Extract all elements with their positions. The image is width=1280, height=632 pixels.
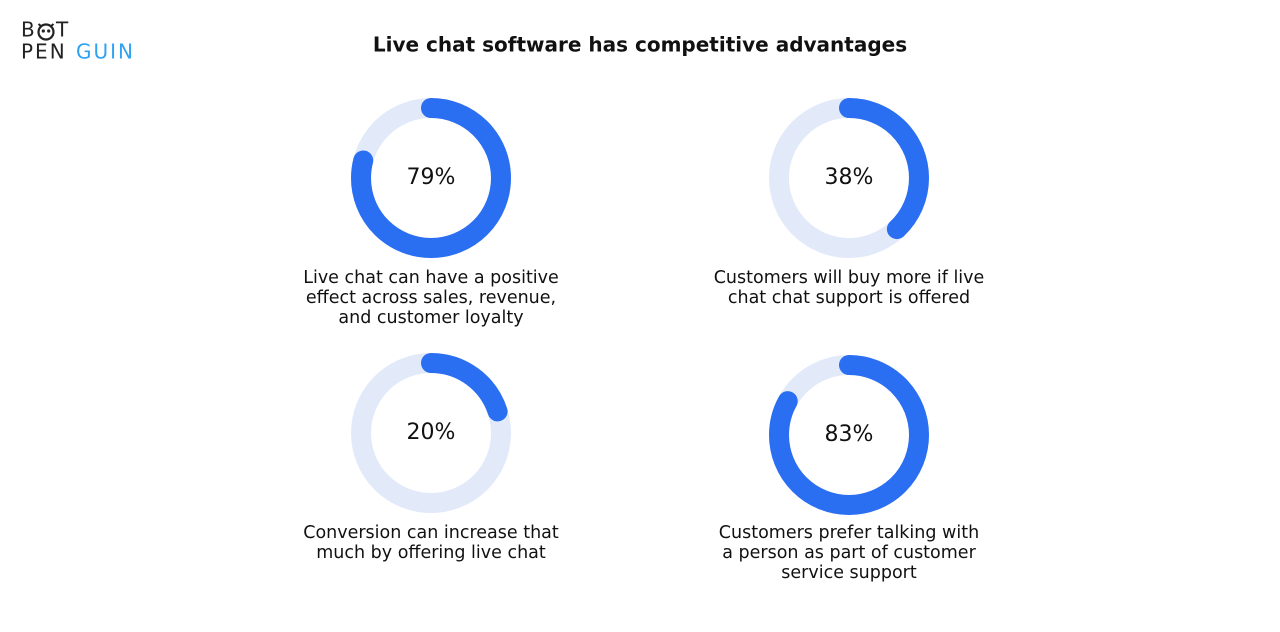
donut-arc <box>769 98 929 258</box>
donut-arc <box>351 98 511 258</box>
caption-line: Live chat can have a positive <box>303 268 559 288</box>
caption-line: much by offering live chat <box>316 543 546 563</box>
caption-line: Customers prefer talking with <box>719 523 979 543</box>
caption-line: a person as part of customer <box>722 543 976 563</box>
logo-word: GUIN <box>76 40 135 64</box>
logo-letter: B <box>21 18 37 42</box>
caption-line: chat chat support is offered <box>728 288 970 308</box>
value-label: 38% <box>825 165 874 190</box>
caption-line: Customers will buy more if live <box>714 268 985 288</box>
value-label: 83% <box>825 422 874 447</box>
logo-letter: T <box>55 18 69 42</box>
caption-line: service support <box>781 563 917 583</box>
value-label: 20% <box>407 420 456 445</box>
logo: B T PEN GUIN <box>21 18 135 64</box>
logo-word: PEN <box>21 40 67 64</box>
caption-line: Conversion can increase that <box>303 523 559 543</box>
value-label: 79% <box>407 165 456 190</box>
logo-owl-icon <box>37 23 55 41</box>
page-title: Live chat software has competitive advan… <box>373 33 907 57</box>
donut-arc <box>351 353 511 513</box>
caption-line: and customer loyalty <box>338 308 523 328</box>
caption-line: effect across sales, revenue, <box>306 288 556 308</box>
donut-arc <box>769 355 929 515</box>
